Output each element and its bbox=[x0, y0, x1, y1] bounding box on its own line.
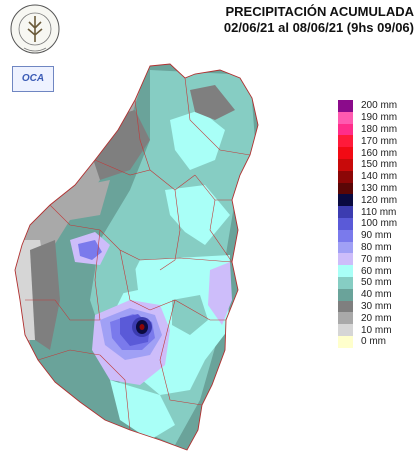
legend-label: 70 mm bbox=[361, 253, 392, 265]
legend-swatch bbox=[338, 324, 353, 336]
legend-swatch bbox=[338, 135, 353, 148]
legend-swatch bbox=[338, 158, 353, 171]
legend-swatch bbox=[338, 229, 353, 242]
legend-label: 0 mm bbox=[361, 336, 386, 348]
precipitation-legend: 200 mm 190 mm 180 mm 170 mm 160 mm 150 mm 140 … bbox=[338, 100, 418, 348]
legend-label: 80 mm bbox=[361, 241, 392, 253]
legend-row: 0 mm bbox=[338, 335, 418, 348]
legend-label: 20 mm bbox=[361, 312, 392, 324]
legend-row: 180 mm bbox=[338, 123, 418, 136]
legend-row: 30 mm bbox=[338, 300, 418, 313]
legend-swatch bbox=[338, 288, 353, 301]
legend-row: 60 mm bbox=[338, 265, 418, 277]
bolsa-logo bbox=[10, 4, 60, 54]
legend-row: 130 mm bbox=[338, 182, 418, 195]
legend-row: 160 mm bbox=[338, 147, 418, 159]
legend-label: 10 mm bbox=[361, 324, 392, 336]
legend-row: 150 mm bbox=[338, 158, 418, 171]
legend-label: 140 mm bbox=[361, 171, 398, 183]
legend-label: 100 mm bbox=[361, 218, 398, 230]
legend-row: 190 mm bbox=[338, 111, 418, 124]
legend-swatch bbox=[338, 194, 353, 207]
legend-swatch bbox=[338, 276, 353, 289]
legend-swatch bbox=[338, 182, 353, 195]
legend-swatch bbox=[338, 111, 353, 124]
legend-row: 200 mm bbox=[338, 100, 418, 112]
legend-label: 160 mm bbox=[361, 147, 398, 159]
legend-row: 20 mm bbox=[338, 312, 418, 325]
legend-swatch bbox=[338, 147, 353, 159]
legend-row: 100 mm bbox=[338, 217, 418, 230]
legend-row: 40 mm bbox=[338, 288, 418, 301]
legend-swatch bbox=[338, 265, 353, 277]
legend-label: 110 mm bbox=[361, 206, 397, 218]
legend-label: 40 mm bbox=[361, 289, 392, 301]
legend-row: 120 mm bbox=[338, 194, 418, 207]
legend-swatch bbox=[338, 123, 353, 136]
legend-label: 170 mm bbox=[361, 135, 398, 147]
legend-row: 10 mm bbox=[338, 324, 418, 336]
legend-row: 110 mm bbox=[338, 206, 418, 218]
legend-label: 150 mm bbox=[361, 159, 398, 171]
legend-label: 90 mm bbox=[361, 230, 392, 242]
legend-row: 50 mm bbox=[338, 276, 418, 289]
legend-swatch bbox=[338, 206, 353, 218]
legend-swatch bbox=[338, 335, 353, 348]
legend-label: 50 mm bbox=[361, 277, 392, 289]
legend-label: 120 mm bbox=[361, 194, 398, 206]
legend-label: 60 mm bbox=[361, 265, 392, 277]
legend-label: 190 mm bbox=[361, 112, 398, 124]
legend-swatch bbox=[338, 312, 353, 325]
map-title: PRECIPITACIÓN ACUMULADA 02/06/21 al 08/0… bbox=[224, 4, 414, 36]
legend-swatch bbox=[338, 241, 353, 254]
legend-swatch bbox=[338, 170, 353, 183]
legend-row: 170 mm bbox=[338, 135, 418, 148]
title-line: PRECIPITACIÓN ACUMULADA bbox=[225, 4, 415, 19]
subtitle-line: 02/06/21 al 08/06/21 (9hs 09/06) bbox=[223, 20, 414, 35]
legend-row: 90 mm bbox=[338, 229, 418, 242]
legend-swatch bbox=[338, 217, 353, 230]
oca-logo: OCA bbox=[12, 66, 54, 92]
legend-label: 180 mm bbox=[361, 123, 398, 135]
legend-swatch bbox=[338, 100, 353, 112]
legend-row: 80 mm bbox=[338, 241, 418, 254]
legend-label: 130 mm bbox=[361, 182, 398, 194]
legend-row: 70 mm bbox=[338, 253, 418, 266]
legend-swatch bbox=[338, 300, 353, 313]
legend-row: 140 mm bbox=[338, 170, 418, 183]
legend-swatch bbox=[338, 253, 353, 266]
legend-label: 30 mm bbox=[361, 300, 392, 312]
legend-label: 200 mm bbox=[361, 100, 398, 112]
